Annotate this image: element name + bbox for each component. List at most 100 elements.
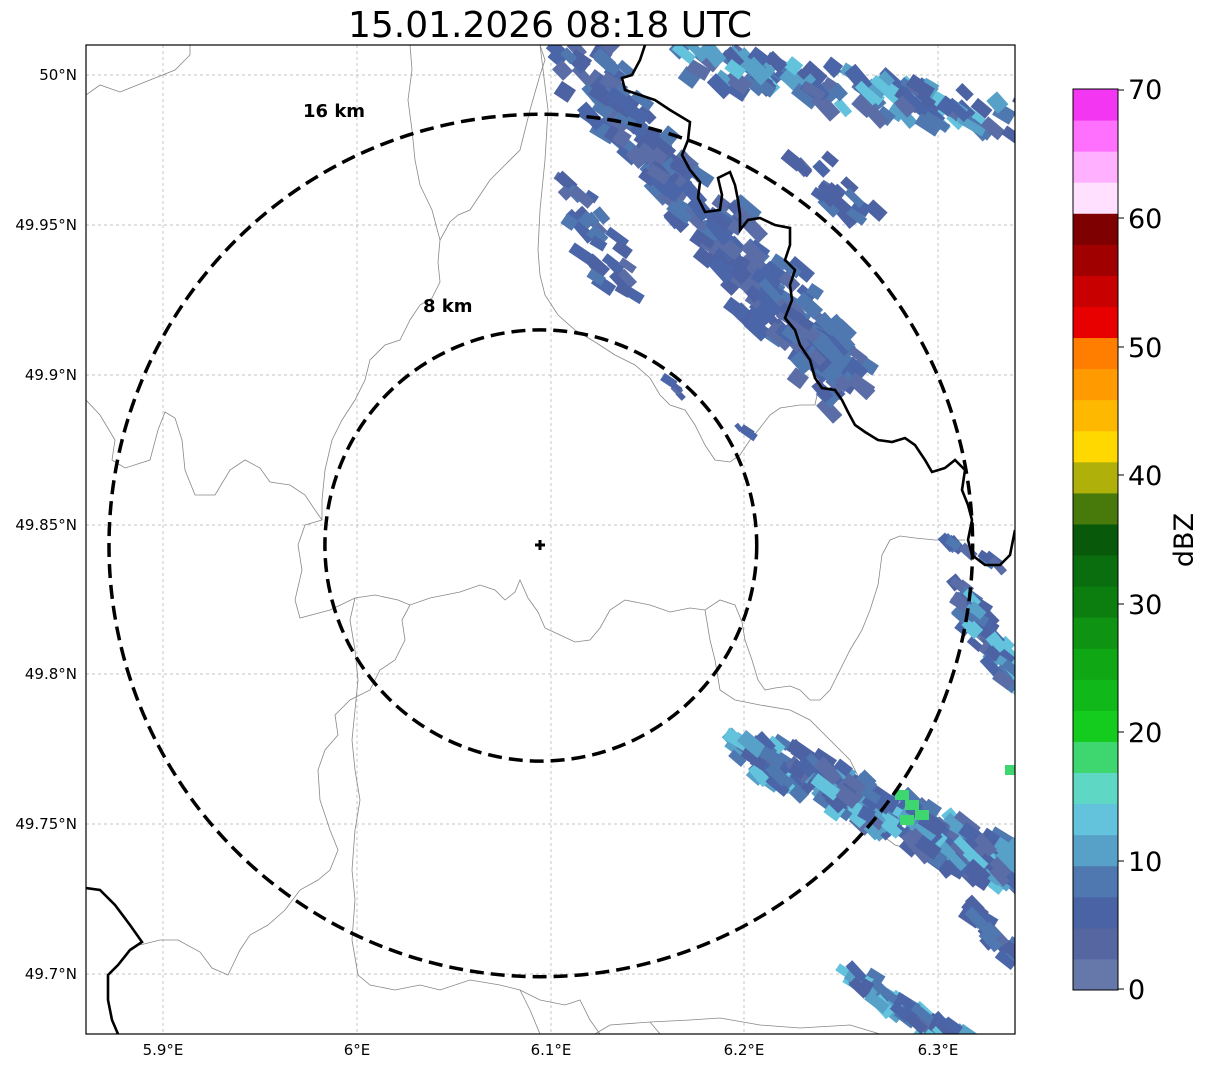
lat-tick: 49.95°N (15, 216, 77, 234)
range-ring-16km (107, 112, 975, 979)
echo-cell (666, 200, 693, 225)
echo-cell (758, 278, 783, 304)
colorbar-tick-marks (1118, 89, 1124, 990)
echo-cell (577, 105, 598, 125)
echo-cell (840, 176, 859, 195)
echo-cell (943, 847, 968, 872)
echo-cell (612, 239, 633, 260)
echo-cell (1001, 659, 1015, 681)
echo-cell (823, 60, 842, 79)
echo-cell (801, 60, 828, 86)
colorbar-label: dBZ (1169, 513, 1200, 567)
echo-cell (966, 636, 984, 653)
colorbar (1073, 89, 1118, 991)
echo-cell (605, 86, 635, 113)
echo-cell (789, 350, 814, 375)
echo-cell (724, 59, 747, 80)
echo-cell (778, 302, 806, 325)
colorbar-segment (1073, 368, 1118, 401)
colorbar-segment (1073, 617, 1118, 649)
colorbar-frame (1072, 88, 1119, 991)
echo-cell (835, 786, 860, 810)
echo-cell (964, 620, 984, 640)
echo-cell (1019, 688, 1039, 707)
echo-cell (764, 321, 795, 352)
echo-cell (624, 103, 650, 126)
echo-cell (553, 80, 576, 103)
echo-cell (834, 373, 853, 393)
echo-cell (992, 669, 1015, 691)
echo-cell (973, 832, 997, 857)
echo-cell (783, 56, 804, 76)
echo-cell (728, 749, 747, 768)
echo-cell (1029, 867, 1052, 889)
echo-cell (591, 98, 615, 120)
echo-cell (854, 80, 880, 106)
echo-cell (914, 113, 942, 137)
echo-cell (663, 207, 690, 234)
echo-cell (737, 730, 767, 759)
echo-cell (805, 282, 824, 301)
colorbar-tick: 40 (1128, 461, 1162, 492)
echo-cell (970, 97, 993, 119)
echo-cell (922, 111, 951, 133)
echo-cell (801, 752, 823, 775)
echo-cell (609, 271, 630, 293)
echo-cell (756, 292, 783, 316)
colorbar-tick: 0 (1128, 975, 1145, 1006)
lon-tick: 6.2°E (724, 1041, 765, 1059)
echo-cell (796, 314, 815, 331)
echo-cell (909, 77, 935, 100)
echo-cell (895, 790, 909, 800)
echo-cell (882, 989, 898, 1004)
colorbar-segment (1073, 430, 1118, 463)
echo-cell (900, 815, 914, 825)
echo-cell (604, 110, 629, 136)
colorbar-segment (1073, 927, 1118, 960)
lat-tick: 49.7°N (25, 965, 77, 983)
lat-tick: 49.85°N (15, 516, 77, 534)
map-panel (86, 45, 1015, 1034)
echo-cell (592, 47, 617, 71)
echo-cell (830, 326, 856, 352)
echo-cell (671, 45, 696, 65)
echo-cell (864, 990, 890, 1014)
colorbar-tick: 60 (1128, 204, 1162, 235)
echo-cell (586, 268, 607, 286)
echo-cell (772, 733, 792, 751)
echo-cell (905, 800, 919, 810)
lon-tick: 6.3°E (918, 1041, 959, 1059)
echo-cell (786, 256, 815, 283)
echo-cell (833, 97, 853, 118)
colorbar-segment (1073, 586, 1118, 618)
echo-cell (931, 1023, 951, 1034)
echo-cell (886, 103, 906, 123)
echo-cell (1018, 841, 1044, 866)
latitude-tick-labels: 50°N 49.95°N 49.9°N 49.85°N 49.8°N 49.75… (15, 66, 77, 983)
echo-cell (865, 967, 886, 986)
lon-tick: 5.9°E (143, 1041, 184, 1059)
echo-cell (1005, 836, 1015, 860)
echo-cell (592, 206, 611, 225)
echo-cell (823, 365, 845, 388)
colorbar-segment (1073, 896, 1118, 929)
colorbar-tick: 30 (1128, 590, 1162, 621)
map-frame (85, 44, 1016, 1035)
colorbar-segment (1073, 741, 1118, 774)
echo-cell (936, 95, 958, 117)
colorbar-tick: 50 (1128, 333, 1162, 364)
echo-cell (1014, 935, 1015, 951)
colorbar-segment (1073, 275, 1118, 307)
echo-cell (836, 779, 864, 804)
echo-cell (584, 253, 611, 278)
echo-cell (1016, 942, 1034, 959)
echo-cell (796, 284, 817, 303)
echo-cell (560, 47, 578, 65)
range-ring-label-8km: 8 km (423, 296, 473, 317)
echo-cell (646, 163, 671, 185)
echo-cell (758, 745, 786, 769)
echo-cell (989, 865, 1010, 887)
echo-cell (660, 373, 678, 389)
echo-cell (915, 810, 929, 820)
echo-cell (812, 788, 834, 810)
